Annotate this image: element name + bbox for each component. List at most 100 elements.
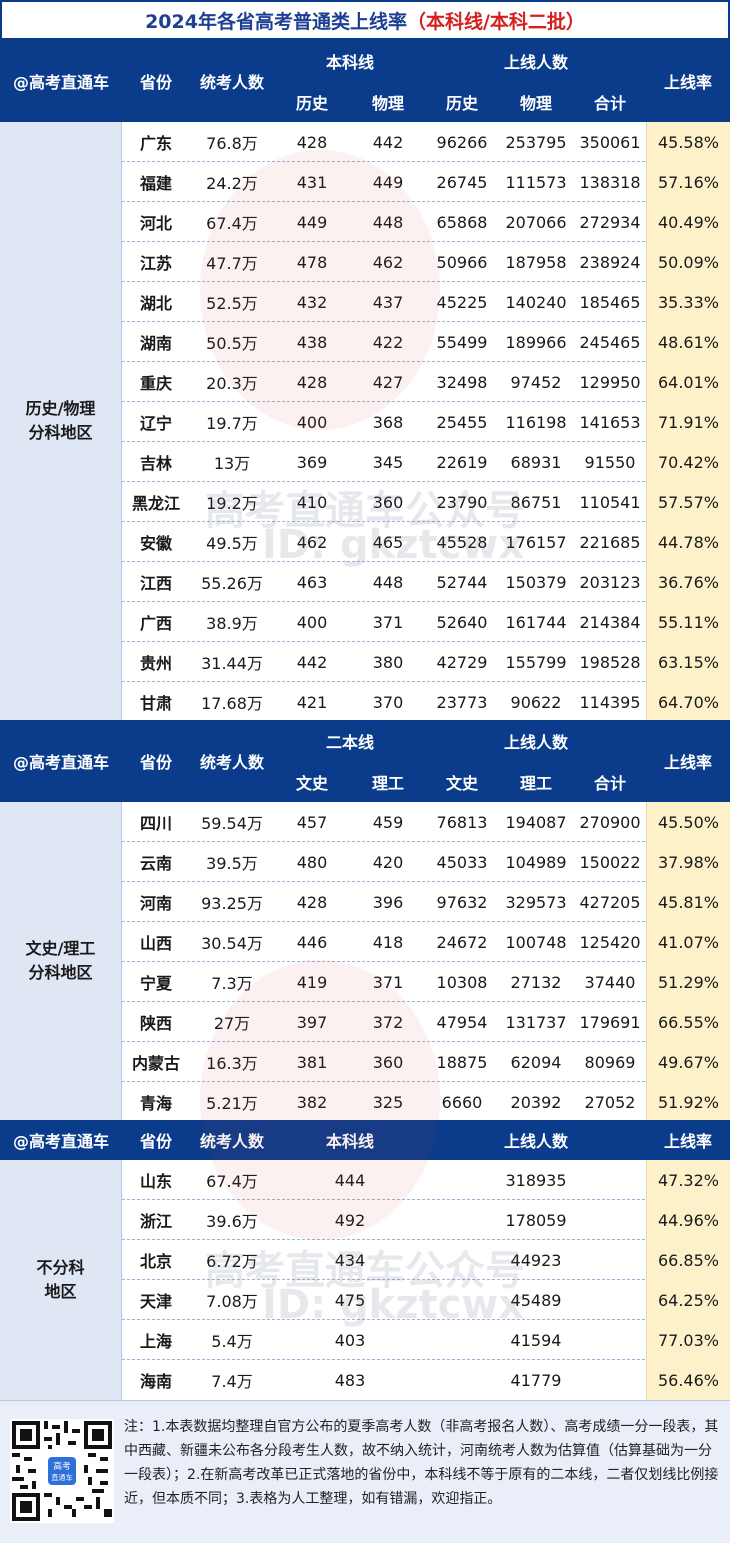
cell-line: 492 [334, 1210, 366, 1230]
cell-line-b: 368 [372, 412, 404, 432]
cell-province: 浙江 [139, 1212, 172, 1231]
cell-line-a: 457 [296, 812, 328, 832]
header-examinees: 统考人数 [199, 73, 264, 92]
cell-line-a: 419 [296, 972, 328, 992]
cell-count-total: 114395 [579, 692, 641, 712]
cell-line-b: 448 [372, 572, 404, 592]
page-title: 2024年各省高考普通类上线率 （本科线/本科二批） [0, 0, 730, 40]
cell-examinees: 47.7万 [206, 254, 258, 273]
cell-line-b: 345 [372, 452, 404, 472]
table-row: 河南 93.25万 428 396 97632 329573 427205 45.81% [122, 882, 730, 922]
cell-line-a: 400 [296, 612, 328, 632]
cell-count-b: 100748 [505, 932, 567, 952]
cell-count-total: 198528 [579, 652, 641, 672]
cell-examinees: 7.4万 [211, 1372, 253, 1391]
cell-line-a: 410 [296, 492, 328, 512]
cell-count-b: 86751 [510, 492, 562, 512]
cell-count-total: 138318 [579, 172, 641, 192]
cell-examinees: 31.44万 [201, 654, 263, 673]
cell-line-a: 432 [296, 292, 328, 312]
header-province: 省份 [139, 1132, 172, 1151]
cell-count-a: 52640 [436, 612, 488, 632]
cell-line-a: 446 [296, 932, 328, 952]
cell-line-b: 427 [372, 372, 404, 392]
cell-rate: 64.01% [646, 362, 730, 402]
cell-count-total: 27052 [584, 1092, 636, 1112]
cell-line: 444 [334, 1170, 366, 1190]
cell-count-a: 47954 [436, 1012, 488, 1032]
table-row: 青海 5.21万 382 325 6660 20392 27052 51.92% [122, 1082, 730, 1122]
cell-count-a: 65868 [436, 212, 488, 232]
cell-rate: 40.49% [646, 202, 730, 242]
cell-count-total: 350061 [579, 132, 641, 152]
header-count-a: 文史 [445, 773, 478, 793]
cell-rate: 66.55% [646, 1002, 730, 1042]
cell-count-a: 10308 [436, 972, 488, 992]
header-line-group: 本科线 [325, 1132, 374, 1151]
cell-rate: 70.42% [646, 442, 730, 482]
cell-count-b: 207066 [505, 212, 567, 232]
cell-count-total: 185465 [579, 292, 641, 312]
cell-line-b: 325 [372, 1092, 404, 1112]
cell-count-total: 129950 [579, 372, 641, 392]
cell-count-b: 97452 [510, 372, 562, 392]
cell-line-b: 360 [372, 1052, 404, 1072]
cell-examinees: 39.5万 [206, 854, 258, 873]
cell-rate: 37.98% [646, 842, 730, 882]
cell-province: 广西 [139, 614, 172, 633]
cell-examinees: 67.4万 [206, 214, 258, 233]
cell-rate: 44.96% [646, 1200, 730, 1240]
table-row: 甘肃 17.68万 421 370 23773 90622 114395 64.70% [122, 682, 730, 722]
cell-count-b: 189966 [505, 332, 567, 352]
cell-province: 安徽 [139, 534, 172, 553]
cell-rate: 45.81% [646, 882, 730, 922]
cell-count-b: 111573 [505, 172, 567, 192]
cell-examinees: 13万 [213, 454, 251, 473]
cell-count-total: 80969 [584, 1052, 636, 1072]
table-row: 黑龙江 19.2万 410 360 23790 86751 110541 57.57% [122, 482, 730, 522]
cell-rate: 63.15% [646, 642, 730, 682]
cell-rate: 41.07% [646, 922, 730, 962]
cell-count-total: 125420 [579, 932, 641, 952]
header-count-a: 历史 [445, 93, 478, 113]
cell-province: 天津 [139, 1292, 172, 1311]
cell-examinees: 38.9万 [206, 614, 258, 633]
cell-examinees: 59.54万 [201, 814, 263, 833]
header-count-total: 合计 [593, 773, 626, 793]
cell-line-a: 400 [296, 412, 328, 432]
header-line-group: 二本线 [325, 732, 374, 752]
section2-body: 文史/理工 分科地区 四川 59.54万 457 459 76813 194087 2709… [0, 802, 730, 1122]
cell-rate: 47.32% [646, 1160, 730, 1200]
table-row: 河北 67.4万 449 448 65868 207066 272934 40.49% [122, 202, 730, 242]
header-line-b: 物理 [371, 93, 404, 113]
cell-line-b: 396 [372, 892, 404, 912]
cell-rate: 48.61% [646, 322, 730, 362]
cell-examinees: 17.68万 [201, 694, 263, 713]
table-row: 辽宁 19.7万 400 368 25455 116198 141653 71.91% [122, 402, 730, 442]
cell-province: 云南 [139, 854, 172, 873]
cell-rate: 66.85% [646, 1240, 730, 1280]
cell-rate: 77.03% [646, 1320, 730, 1360]
cell-count-b: 187958 [505, 252, 567, 272]
cell-line-a: 478 [296, 252, 328, 272]
cell-line-a: 438 [296, 332, 328, 352]
cell-province: 河北 [139, 214, 172, 233]
cell-count-b: 329573 [505, 892, 567, 912]
cell-line-a: 381 [296, 1052, 328, 1072]
cell-line-b: 370 [372, 692, 404, 712]
table-row: 广东 76.8万 428 442 96266 253795 350061 45.58% [122, 122, 730, 162]
cell-province: 北京 [139, 1252, 172, 1271]
region-label: 不分科 地区 [0, 1160, 122, 1400]
cell-count-b: 131737 [505, 1012, 567, 1032]
header-line-group: 本科线 [325, 52, 374, 72]
table-row: 天津 7.08万 475 45489 64.25% [122, 1280, 730, 1320]
qr-code[interactable]: 高考 直通车 [10, 1419, 114, 1523]
cell-count-b: 62094 [510, 1052, 562, 1072]
cell-count: 44923 [510, 1250, 562, 1270]
cell-count-total: 427205 [579, 892, 641, 912]
cell-count-b: 140240 [505, 292, 567, 312]
cell-line-b: 418 [372, 932, 404, 952]
cell-line-a: 463 [296, 572, 328, 592]
cell-count-total: 150022 [579, 852, 641, 872]
